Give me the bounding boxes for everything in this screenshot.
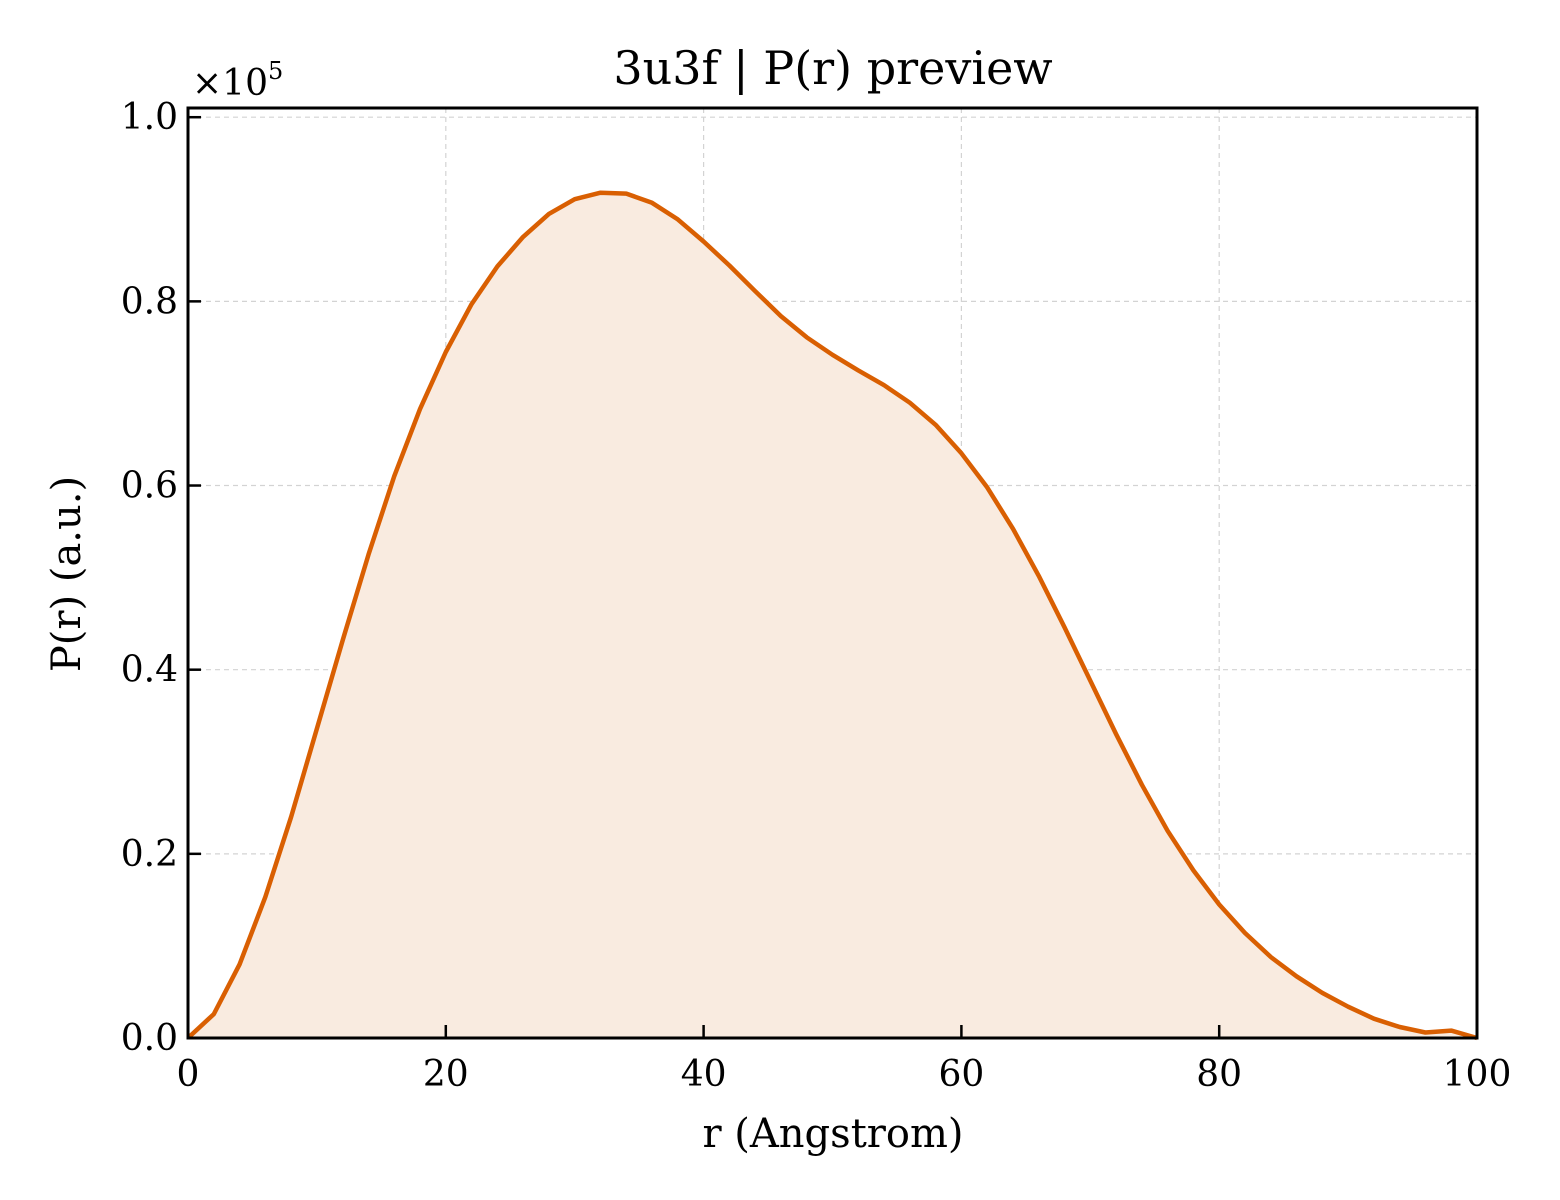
y-axis-label: P(r) (a.u.)	[44, 476, 90, 672]
x-tick-label: 100	[1443, 1054, 1512, 1095]
chart-title: 3u3f | P(r) preview	[613, 41, 1052, 95]
x-tick-label: 40	[681, 1054, 727, 1095]
y-axis-multiplier: ×105	[192, 57, 283, 104]
y-tick-label: 0.6	[121, 466, 178, 507]
x-tick-label: 20	[423, 1054, 469, 1095]
y-tick-label: 0.2	[121, 834, 178, 875]
y-tick-label: 0.8	[121, 281, 178, 322]
tick-labels: 0 20 40 60 80 100 0.0 0.2 0.4 0.6 0.8 1.0	[121, 97, 1512, 1095]
y-tick-label: 0.4	[121, 650, 178, 691]
x-tick-label: 80	[1196, 1054, 1242, 1095]
x-tick-label: 0	[177, 1054, 200, 1095]
y-tick-label: 0.0	[121, 1018, 178, 1059]
y-axis-multiplier-exponent: 5	[268, 57, 283, 85]
pr-area-fill	[188, 192, 1477, 1038]
y-tick-label: 1.0	[121, 97, 178, 138]
x-axis-label: r (Angstrom)	[702, 1111, 963, 1157]
pr-series-line	[186, 190, 1478, 1041]
y-axis-multiplier-base: ×10	[192, 63, 268, 104]
x-tick-label: 60	[938, 1054, 984, 1095]
plot-frame	[186, 106, 1479, 1040]
